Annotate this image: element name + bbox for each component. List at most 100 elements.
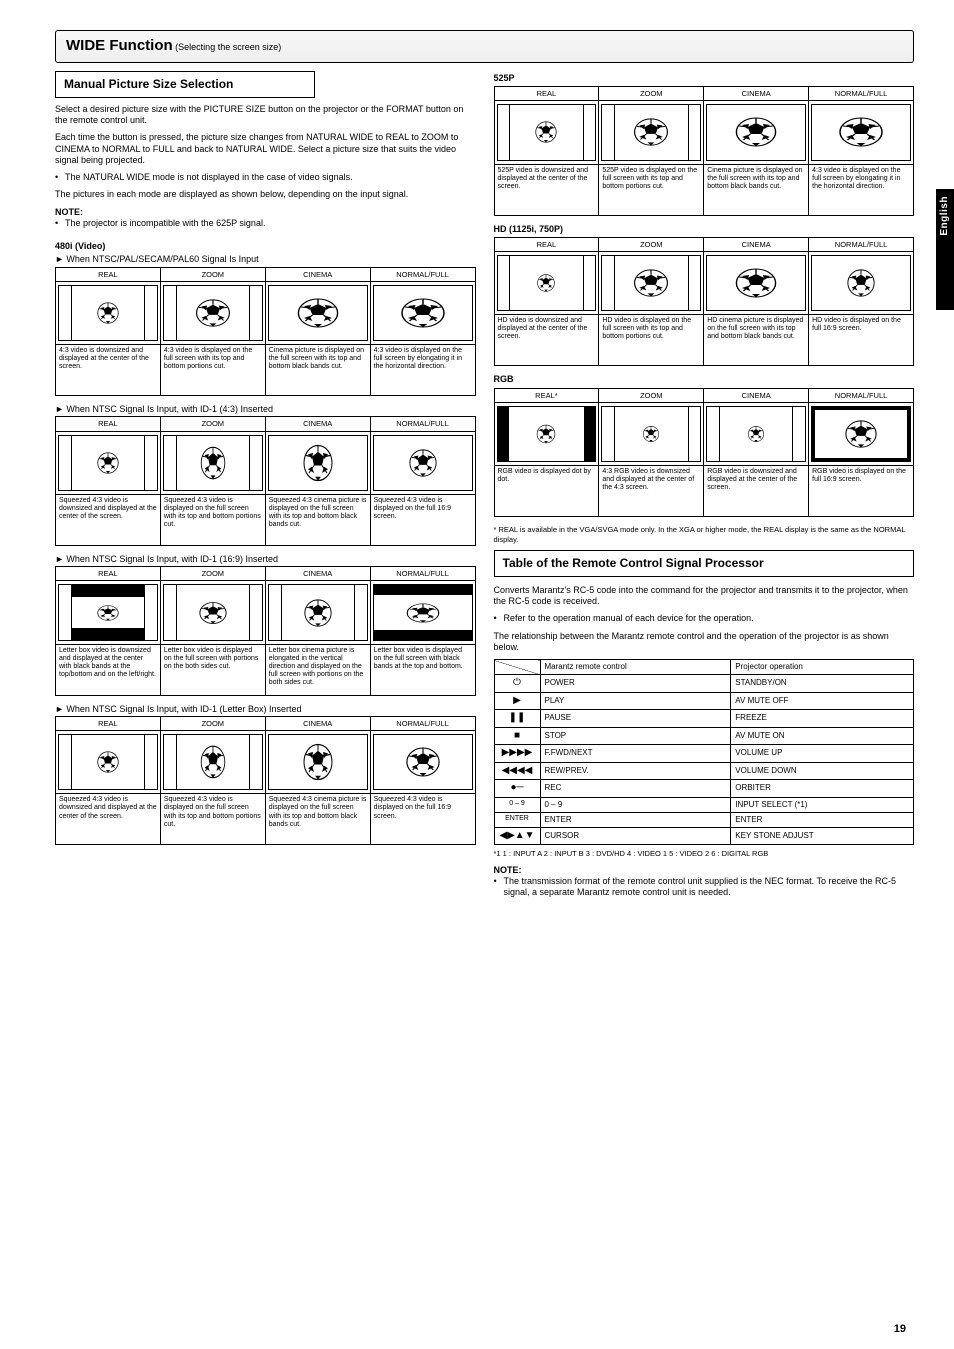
- mode-desc-cell: RGB video is displayed dot by dot.: [495, 466, 600, 516]
- remote-symbol-icon: ■: [494, 727, 540, 745]
- screen-diagram: [58, 435, 158, 491]
- picture-mode-table: REALZOOMCINEMANORMAL/FULLSqueezed 4:3 vi…: [55, 416, 476, 546]
- mode-desc-cell: RGB video is downsized and displayed at …: [704, 466, 809, 516]
- sig-hd-label: HD (1125i, 750P): [494, 224, 915, 235]
- mode-desc-cell: Letter box video is displayed on the ful…: [161, 645, 266, 695]
- mode-header-cell: CINEMA: [266, 567, 371, 581]
- mode-screen-cell: [266, 581, 371, 643]
- remote-projector-cell: ENTER: [731, 812, 914, 827]
- mode-screen-cell: [371, 581, 475, 643]
- mode-screen-cell: [704, 101, 809, 163]
- remote-table-row: ◀▶▲▼CURSORKEY STONE ADJUST: [494, 827, 914, 845]
- picture-mode-table: REALZOOMCINEMANORMAL/FULLHD video is dow…: [494, 237, 915, 367]
- mode-screen-cell: [56, 282, 161, 344]
- mode-desc-cell: HD cinema picture is displayed on the fu…: [704, 315, 809, 365]
- remote-symbol-icon: ▶▶▶▶: [494, 745, 540, 763]
- mode-header-cell: REAL: [495, 87, 600, 101]
- screen-diagram: [373, 435, 473, 491]
- remote-marantz-cell: 0 – 9: [540, 797, 731, 812]
- screen-diagram: [58, 285, 158, 341]
- mode-screen-cell: [599, 403, 704, 465]
- video-signal-label: ► When NTSC Signal Is Input, with ID-1 (…: [55, 704, 476, 715]
- remote-symbol-icon: ●─: [494, 780, 540, 798]
- manual-bullet: •The NATURAL WIDE mode is not displayed …: [55, 172, 476, 183]
- mode-screen-cell: [56, 432, 161, 494]
- mode-desc-cell: HD video is downsized and displayed at t…: [495, 315, 600, 365]
- mode-desc-cell: Letter box video is downsized and displa…: [56, 645, 161, 695]
- right-column: 525P REALZOOMCINEMANORMAL/FULL525P video…: [494, 71, 915, 905]
- mode-header-cell: CINEMA: [266, 717, 371, 731]
- mode-desc-cell: 4:3 video is displayed on the full scree…: [371, 345, 475, 395]
- remote-projector-cell: FREEZE: [731, 710, 914, 728]
- mode-desc-cell: Letter box video is displayed on the ful…: [371, 645, 475, 695]
- screen-diagram: [373, 584, 473, 640]
- mode-header-cell: ZOOM: [599, 389, 704, 403]
- mode-screen-cell: [161, 432, 266, 494]
- remote-projector-cell: VOLUME UP: [731, 745, 914, 763]
- manual-p1: Select a desired picture size with the P…: [55, 104, 476, 127]
- mode-desc-cell: RGB video is displayed on the full 16:9 …: [809, 466, 913, 516]
- mode-header-cell: NORMAL/FULL: [371, 717, 475, 731]
- screen-diagram: [706, 255, 806, 311]
- mode-header-cell: NORMAL/FULL: [809, 389, 913, 403]
- page-number: 19: [894, 1323, 906, 1337]
- sidebar-tab: English: [936, 0, 954, 1349]
- remote-projector-cell: STANDBY/ON: [731, 675, 914, 693]
- mode-header-cell: NORMAL/FULL: [371, 268, 475, 282]
- mode-screen-cell: [266, 432, 371, 494]
- screen-diagram: [58, 584, 158, 640]
- mode-header-cell: ZOOM: [599, 238, 704, 252]
- mode-header-cell: CINEMA: [704, 389, 809, 403]
- mode-header-cell: CINEMA: [704, 87, 809, 101]
- remote-table-row: ⏻POWERSTANDBY/ON: [494, 675, 914, 693]
- remote-th-2: Projector operation: [731, 660, 914, 675]
- remote-projector-cell: ORBITER: [731, 780, 914, 798]
- remote-projector-cell: AV MUTE OFF: [731, 692, 914, 710]
- mode-desc-cell: Squeezed 4:3 video is downsized and disp…: [56, 495, 161, 545]
- mode-desc-cell: Squeezed 4:3 video is downsized and disp…: [56, 794, 161, 844]
- screen-diagram: [601, 255, 701, 311]
- left-column: Manual Picture Size Selection Select a d…: [55, 71, 476, 905]
- mode-screen-cell: [161, 581, 266, 643]
- mode-desc-cell: Squeezed 4:3 video is displayed on the f…: [371, 794, 475, 844]
- mode-header-cell: REAL: [56, 417, 161, 431]
- mode-header-cell: NORMAL/FULL: [371, 567, 475, 581]
- remote-symbol-icon: ◀◀◀◀: [494, 762, 540, 780]
- mode-desc-cell: Cinema picture is displayed on the full …: [266, 345, 371, 395]
- screen-diagram: [811, 255, 911, 311]
- mode-desc-cell: Squeezed 4:3 video is displayed on the f…: [161, 794, 266, 844]
- mode-screen-cell: [809, 101, 913, 163]
- screen-diagram: [373, 285, 473, 341]
- remote-symbol-icon: ◀▶▲▼: [494, 827, 540, 845]
- remote-symbol-icon: ❚❚: [494, 710, 540, 728]
- mode-desc-cell: Letter box cinema picture is elongated i…: [266, 645, 371, 695]
- mode-desc-cell: 525P video is downsized and displayed at…: [495, 165, 600, 215]
- screen-diagram: [163, 285, 263, 341]
- mode-header-cell: ZOOM: [161, 417, 266, 431]
- screen-diagram: [601, 104, 701, 160]
- mode-screen-cell: [56, 581, 161, 643]
- remote-marantz-cell: STOP: [540, 727, 731, 745]
- mode-desc-cell: Squeezed 4:3 video is displayed on the f…: [371, 495, 475, 545]
- picture-mode-table: REALZOOMCINEMANORMAL/FULLSqueezed 4:3 vi…: [55, 716, 476, 846]
- mode-screen-cell: [371, 282, 475, 344]
- remote-th-diag: [494, 660, 540, 675]
- video-signal-label: ► When NTSC Signal Is Input, with ID-1 (…: [55, 404, 476, 415]
- mode-desc-cell: Squeezed 4:3 cinema picture is displayed…: [266, 794, 371, 844]
- screen-diagram: [268, 285, 368, 341]
- manual-p3: The pictures in each mode are displayed …: [55, 189, 476, 200]
- screen-diagram: [706, 406, 806, 462]
- mode-screen-cell: [495, 403, 600, 465]
- mode-header-cell: CINEMA: [266, 268, 371, 282]
- remote-projector-cell: AV MUTE ON: [731, 727, 914, 745]
- remote-marantz-cell: ENTER: [540, 812, 731, 827]
- sig-rgb-label: RGB: [494, 374, 915, 385]
- mode-header-cell: REAL: [56, 268, 161, 282]
- remote-p1: Converts Marantz's RC-5 code into the co…: [494, 585, 915, 608]
- mode-header-cell: NORMAL/FULL: [809, 238, 913, 252]
- manual-p2: Each time the button is pressed, the pic…: [55, 132, 476, 166]
- screen-diagram: [706, 104, 806, 160]
- mode-screen-cell: [371, 731, 475, 793]
- mode-screen-cell: [161, 282, 266, 344]
- mode-desc-cell: Cinema picture is displayed on the full …: [704, 165, 809, 215]
